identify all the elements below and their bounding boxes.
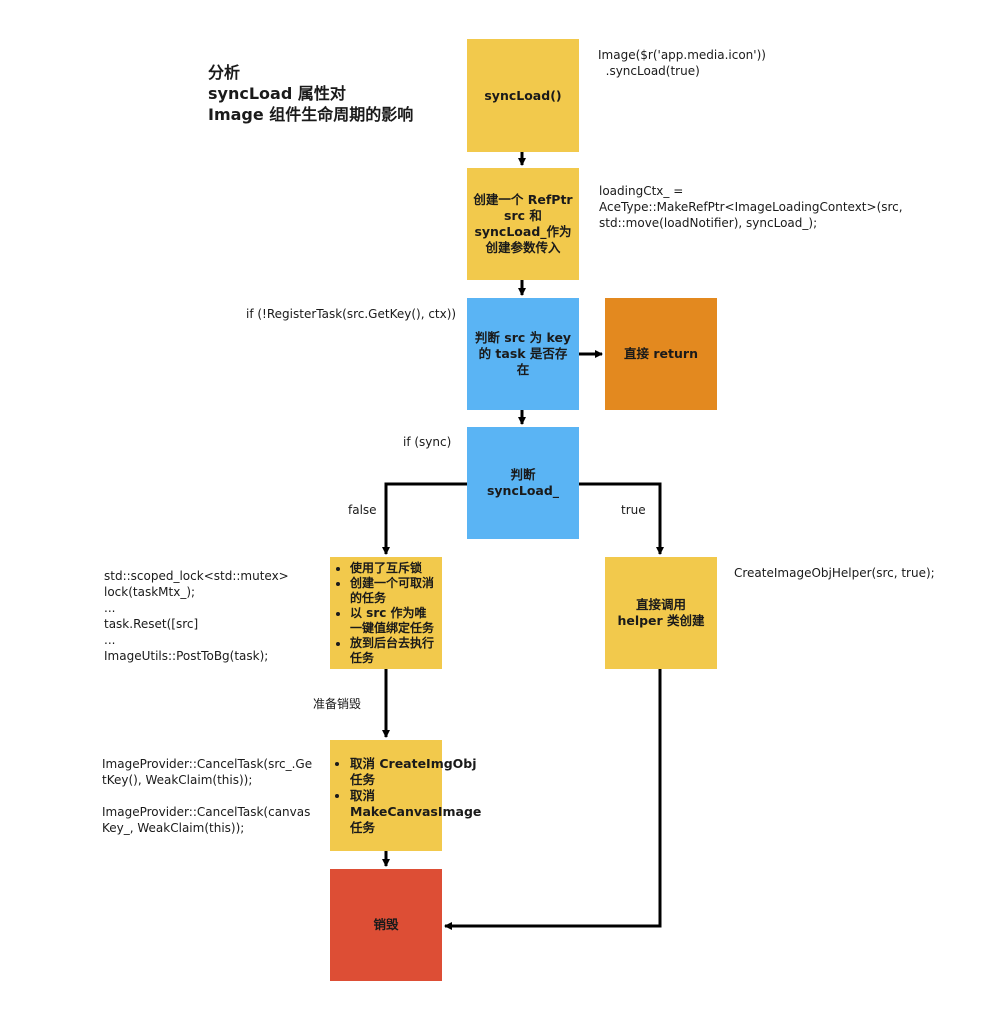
cancel-step: 取消 MakeCanvasImage 任务 [350,788,481,836]
node-create-refptr: 创建一个 RefPtr src 和 syncLoad_作为 创建参数传入 [467,168,579,280]
cancel-steps-list: 取消 CreateImgObj 任务 取消 MakeCanvasImage 任务 [336,756,481,836]
async-step: 使用了互斥锁 [350,561,436,576]
edge-label-prepare-destroy: 准备销毁 [313,697,362,711]
note-register-code: if (!RegisterTask(src.GetKey(), ctx)) [246,307,457,321]
note-syncload-code: Image($r('app.media.icon')) .syncLoad(tr… [598,48,766,78]
node-helper-create: 直接调用 helper 类创建 [605,557,717,669]
note-create-code: loadingCtx_ = AceType::MakeRefPtr<ImageL… [599,184,903,230]
node-syncload: syncLoad() [467,39,579,152]
node-check-task: 判断 src 为 key 的 task 是否存 在 [467,298,579,410]
arrow-sync-false [382,482,467,555]
node-helper-create-label: 直接调用 helper 类创建 [617,597,705,628]
edge-label-true: true [621,503,646,517]
node-check-sync: 判断 syncLoad_ [467,427,579,539]
edge-label-false: false [348,503,377,517]
node-check-sync-label: 判断 syncLoad_ [486,467,560,498]
node-destroy-label: 销毁 [373,917,399,932]
node-create-refptr-label: 创建一个 RefPtr src 和 syncLoad_作为 创建参数传入 [473,192,573,255]
node-return-direct: 直接 return [605,298,717,410]
cancel-step: 取消 CreateImgObj 任务 [350,756,481,788]
node-destroy: 销毁 [330,869,442,981]
note-if-sync: if (sync) [403,435,452,449]
arrow-helper-to-destroy [444,669,662,930]
node-async-steps: 使用了互斥锁 创建一个可取消的任务 以 src 作为唯一键值绑定任务 放到后台去… [330,557,442,669]
async-steps-list: 使用了互斥锁 创建一个可取消的任务 以 src 作为唯一键值绑定任务 放到后台去… [336,561,436,666]
node-check-task-label: 判断 src 为 key 的 task 是否存 在 [474,330,572,377]
async-step: 放到后台去执行任务 [350,636,436,666]
arrow-sync-true [579,482,664,555]
node-syncload-label: syncLoad() [484,87,562,103]
title-line-3: Image 组件生命周期的影响 [208,105,414,124]
title-line-1: 分析 [208,63,241,82]
note-cancel-code: ImageProvider::CancelTask(src_.Ge tKey()… [102,757,313,835]
node-return-direct-label: 直接 return [624,346,698,361]
title-line-2: syncLoad 属性对 [208,84,346,103]
note-helper-code: CreateImageObjHelper(src, true); [734,566,935,580]
note-async-code: std::scoped_lock<std::mutex> lock(taskMt… [104,569,289,663]
async-step: 以 src 作为唯一键值绑定任务 [350,606,436,636]
async-step: 创建一个可取消的任务 [350,576,436,606]
node-cancel-steps: 取消 CreateImgObj 任务 取消 MakeCanvasImage 任务 [330,740,481,851]
diagram-title: 分析 syncLoad 属性对 Image 组件生命周期的影响 [208,62,413,125]
